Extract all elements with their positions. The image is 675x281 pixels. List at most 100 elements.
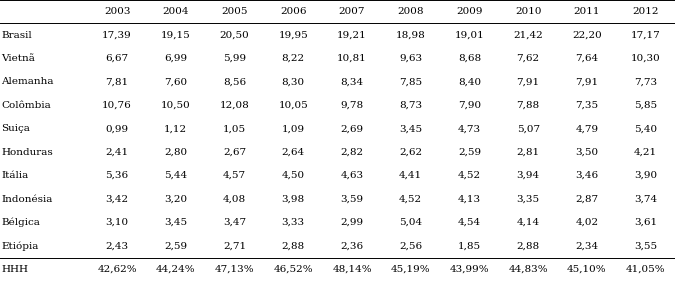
Text: 2008: 2008 — [398, 7, 424, 16]
Text: 3,59: 3,59 — [340, 194, 364, 203]
Text: Etiópia: Etiópia — [1, 241, 38, 251]
Text: 1,09: 1,09 — [281, 124, 305, 133]
Text: 8,68: 8,68 — [458, 54, 481, 63]
Text: 3,55: 3,55 — [634, 241, 657, 250]
Text: Indonésia: Indonésia — [1, 194, 53, 203]
Text: 7,64: 7,64 — [575, 54, 599, 63]
Text: 45,10%: 45,10% — [567, 265, 607, 274]
Text: Brasil: Brasil — [1, 31, 32, 40]
Text: HHH: HHH — [1, 265, 28, 274]
Text: 3,50: 3,50 — [575, 148, 599, 157]
Text: 8,30: 8,30 — [281, 78, 305, 87]
Text: 2,88: 2,88 — [516, 241, 540, 250]
Text: 8,22: 8,22 — [281, 54, 305, 63]
Text: 21,42: 21,42 — [513, 31, 543, 40]
Text: 4,21: 4,21 — [634, 148, 657, 157]
Text: 2007: 2007 — [339, 7, 365, 16]
Text: 2,59: 2,59 — [458, 148, 481, 157]
Text: Colômbia: Colômbia — [1, 101, 51, 110]
Text: 3,61: 3,61 — [634, 218, 657, 227]
Text: 3,94: 3,94 — [516, 171, 540, 180]
Text: 2012: 2012 — [632, 7, 659, 16]
Text: 8,34: 8,34 — [340, 78, 364, 87]
Text: 3,47: 3,47 — [223, 218, 246, 227]
Text: 4,57: 4,57 — [223, 171, 246, 180]
Text: 4,08: 4,08 — [223, 194, 246, 203]
Text: Honduras: Honduras — [1, 148, 53, 157]
Text: 4,14: 4,14 — [516, 218, 540, 227]
Text: 18,98: 18,98 — [396, 31, 426, 40]
Text: 2,99: 2,99 — [340, 218, 364, 227]
Text: 2,82: 2,82 — [340, 148, 364, 157]
Text: Alemanha: Alemanha — [1, 78, 54, 87]
Text: 2,81: 2,81 — [516, 148, 540, 157]
Text: 22,20: 22,20 — [572, 31, 602, 40]
Text: 19,01: 19,01 — [454, 31, 485, 40]
Text: 20,50: 20,50 — [219, 31, 250, 40]
Text: 1,12: 1,12 — [164, 124, 188, 133]
Text: 2,67: 2,67 — [223, 148, 246, 157]
Text: 7,85: 7,85 — [399, 78, 423, 87]
Text: 19,95: 19,95 — [278, 31, 308, 40]
Text: 7,60: 7,60 — [164, 78, 188, 87]
Text: 5,99: 5,99 — [223, 54, 246, 63]
Text: 3,42: 3,42 — [105, 194, 129, 203]
Text: 3,74: 3,74 — [634, 194, 657, 203]
Text: Vietnã: Vietnã — [1, 54, 35, 63]
Text: 2004: 2004 — [163, 7, 189, 16]
Text: Itália: Itália — [1, 171, 28, 180]
Text: 10,05: 10,05 — [278, 101, 308, 110]
Text: 19,21: 19,21 — [337, 31, 367, 40]
Text: 17,39: 17,39 — [102, 31, 132, 40]
Text: 2,88: 2,88 — [281, 241, 305, 250]
Text: 7,73: 7,73 — [634, 78, 657, 87]
Text: 4,52: 4,52 — [458, 171, 481, 180]
Text: 10,76: 10,76 — [102, 101, 132, 110]
Text: 4,63: 4,63 — [340, 171, 364, 180]
Text: 3,35: 3,35 — [516, 194, 540, 203]
Text: 2,59: 2,59 — [164, 241, 188, 250]
Text: 2010: 2010 — [515, 7, 541, 16]
Text: 2,80: 2,80 — [164, 148, 188, 157]
Text: 7,90: 7,90 — [458, 101, 481, 110]
Text: 2,64: 2,64 — [281, 148, 305, 157]
Text: 3,46: 3,46 — [575, 171, 599, 180]
Text: 4,73: 4,73 — [458, 124, 481, 133]
Text: 2003: 2003 — [104, 7, 130, 16]
Text: 41,05%: 41,05% — [626, 265, 666, 274]
Text: 5,04: 5,04 — [399, 218, 423, 227]
Text: 2011: 2011 — [574, 7, 600, 16]
Text: 7,91: 7,91 — [516, 78, 540, 87]
Text: 2,34: 2,34 — [575, 241, 599, 250]
Text: 7,91: 7,91 — [575, 78, 599, 87]
Text: 2,36: 2,36 — [340, 241, 364, 250]
Text: 2,71: 2,71 — [223, 241, 246, 250]
Text: 8,73: 8,73 — [399, 101, 423, 110]
Text: 4,52: 4,52 — [399, 194, 423, 203]
Text: 47,13%: 47,13% — [215, 265, 254, 274]
Text: 7,35: 7,35 — [575, 101, 599, 110]
Text: 12,08: 12,08 — [219, 101, 250, 110]
Text: 43,99%: 43,99% — [450, 265, 489, 274]
Text: 7,62: 7,62 — [516, 54, 540, 63]
Text: 3,10: 3,10 — [105, 218, 129, 227]
Text: 4,13: 4,13 — [458, 194, 481, 203]
Text: 19,15: 19,15 — [161, 31, 191, 40]
Text: 3,90: 3,90 — [634, 171, 657, 180]
Text: 4,54: 4,54 — [458, 218, 481, 227]
Text: 44,83%: 44,83% — [508, 265, 548, 274]
Text: 1,05: 1,05 — [223, 124, 246, 133]
Text: 5,85: 5,85 — [634, 101, 657, 110]
Text: 1,85: 1,85 — [458, 241, 481, 250]
Text: Bélgica: Bélgica — [1, 218, 40, 227]
Text: 2,56: 2,56 — [399, 241, 423, 250]
Text: 42,62%: 42,62% — [97, 265, 137, 274]
Text: 5,40: 5,40 — [634, 124, 657, 133]
Text: 4,41: 4,41 — [399, 171, 423, 180]
Text: 3,20: 3,20 — [164, 194, 188, 203]
Text: 45,19%: 45,19% — [391, 265, 431, 274]
Text: 5,36: 5,36 — [105, 171, 129, 180]
Text: 10,81: 10,81 — [337, 54, 367, 63]
Text: 48,14%: 48,14% — [332, 265, 372, 274]
Text: 8,56: 8,56 — [223, 78, 246, 87]
